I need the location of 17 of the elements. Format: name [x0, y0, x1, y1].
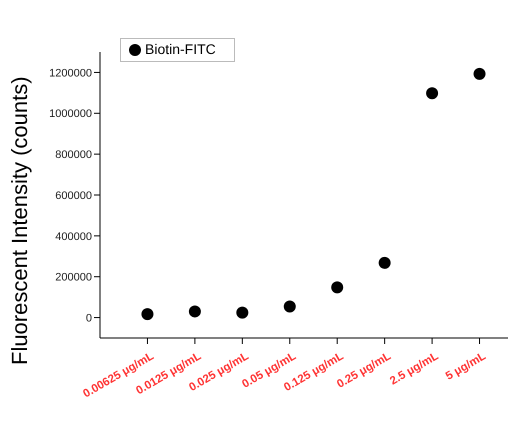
- y-tick-label: 200000: [55, 272, 92, 284]
- point: [236, 306, 248, 319]
- y-tick-label: 800000: [55, 149, 92, 162]
- point: [141, 308, 154, 320]
- point: [474, 68, 486, 80]
- point: [188, 305, 201, 318]
- y-tick-label: 1200000: [49, 67, 92, 80]
- legend-label: Biotin-FITC: [145, 41, 216, 57]
- point: [284, 300, 296, 313]
- y-tick-label: 0: [86, 312, 92, 324]
- point: [426, 87, 438, 100]
- y-tick-label: 400000: [55, 230, 92, 243]
- y-tick-label: 600000: [55, 190, 92, 202]
- point: [331, 281, 344, 294]
- y-axis-title: Fluorescent Intensity (counts): [6, 76, 32, 365]
- y-tick-label: 1000000: [49, 108, 92, 120]
- point: [378, 256, 391, 269]
